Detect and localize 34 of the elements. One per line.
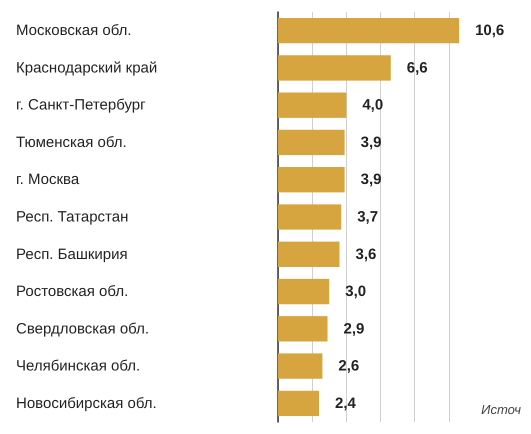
y-tick-label: Челябинская обл. xyxy=(16,358,140,375)
y-tick-label: Новосибирская обл. xyxy=(16,394,157,412)
text: Источ xyxy=(481,402,522,417)
y-tick-label: г. Санкт-Петербург xyxy=(16,96,146,114)
y-tick-label: г. Москва xyxy=(16,171,80,188)
data-label: 6,6 xyxy=(406,59,428,76)
y-tick-label: Ростовская обл. xyxy=(16,283,128,300)
y-tick-label: Тюменская обл. xyxy=(16,134,127,151)
bar xyxy=(278,167,345,192)
data-label: 3,9 xyxy=(360,134,382,151)
bar xyxy=(278,204,342,230)
data-label: 4,0 xyxy=(362,96,384,114)
y-tick-label: Московская обл. xyxy=(16,22,132,40)
bar xyxy=(278,130,345,156)
bar xyxy=(278,55,391,81)
y-tick-label: Свердловская обл. xyxy=(16,320,149,338)
bar xyxy=(278,242,340,267)
bar xyxy=(278,316,328,342)
data-label: 10,6 xyxy=(475,22,504,40)
data-label: 3,6 xyxy=(356,246,376,263)
y-tick-label: Краснодарский край xyxy=(16,59,158,76)
data-label: 2,6 xyxy=(338,358,360,375)
data-label: 3,9 xyxy=(360,171,382,188)
bar xyxy=(278,390,319,416)
bar xyxy=(278,353,322,379)
data-label: 3,7 xyxy=(357,208,378,226)
bar xyxy=(278,278,330,304)
data-label: 3,0 xyxy=(345,283,366,300)
y-tick-label: Респ. Татарстан xyxy=(16,208,128,226)
data-label: 2,9 xyxy=(344,320,364,338)
bar xyxy=(278,18,460,44)
bar xyxy=(278,92,346,118)
data-label: 2,4 xyxy=(335,394,357,412)
y-tick-label: Респ. Башкирия xyxy=(16,246,128,263)
